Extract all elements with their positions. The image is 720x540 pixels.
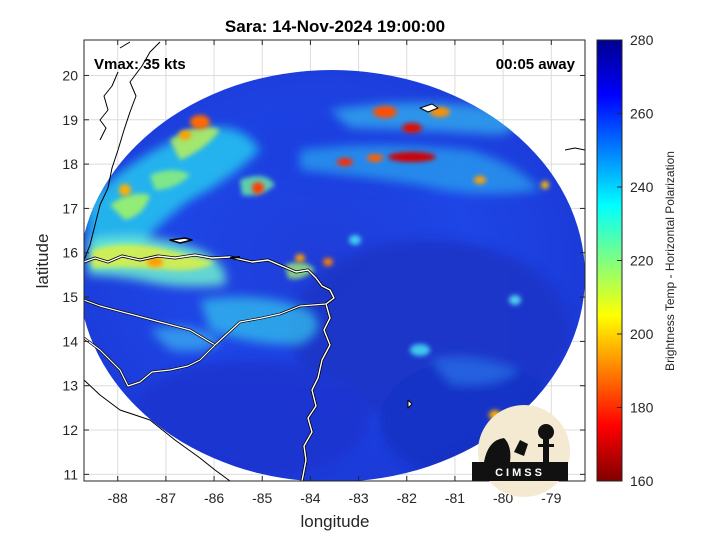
coastlines	[84, 41, 585, 481]
time-offset-label: 00:05 away	[496, 56, 576, 73]
y-tick-label: 16	[62, 245, 78, 261]
colorbar-tick-label: 240	[630, 179, 654, 195]
y-axis-ticks: 11 12 13 14 15 16 17 18 19 20	[62, 67, 585, 482]
x-tick-label: -87	[156, 490, 176, 506]
y-tick-label: 18	[62, 156, 78, 172]
colorbar-ticks: 280 260 240 220 200 180 160	[617, 32, 654, 489]
colorbar-tick-label: 200	[630, 326, 654, 342]
x-axis-ticks: -88 -87 -86 -85 -84 -83 -82 -81 -80 -79	[108, 40, 562, 506]
x-tick-label: -86	[204, 490, 224, 506]
x-tick-label: -88	[108, 490, 128, 506]
x-axis-label: longitude	[300, 512, 369, 531]
colorbar-label: Brightness Temp - Horizontal Polarizatio…	[663, 151, 677, 371]
x-tick-label: -85	[252, 490, 272, 506]
y-axis-label: latitude	[33, 234, 52, 289]
x-tick-label: -83	[348, 490, 368, 506]
chart-title: Sara: 14-Nov-2024 19:00:00	[225, 17, 445, 36]
y-tick-label: 15	[62, 289, 78, 305]
logo-text: CIMSS	[495, 467, 545, 479]
y-tick-label: 14	[62, 333, 78, 349]
x-tick-label: -79	[541, 490, 561, 506]
x-tick-label: -81	[445, 490, 465, 506]
colorbar-tick-label: 260	[630, 106, 654, 122]
brightness-temperature-swath	[84, 70, 585, 481]
colorbar-tick-label: 280	[630, 32, 654, 48]
colorbar-tick-label: 220	[630, 253, 654, 269]
y-tick-label: 19	[62, 112, 78, 128]
colorbar: 280 260 240 220 200 180 160 Brightness Temp - …	[596, 32, 677, 489]
y-tick-label: 11	[63, 466, 78, 482]
plot-area	[83, 39, 586, 482]
cimss-logo: CIMSS	[472, 405, 570, 497]
y-tick-label: 13	[62, 378, 78, 394]
x-tick-label: -84	[300, 490, 320, 506]
colorbar-tick-label: 160	[630, 473, 654, 489]
y-tick-label: 12	[62, 422, 78, 438]
colorbar-tick-label: 180	[630, 400, 654, 416]
y-tick-label: 17	[62, 200, 78, 216]
plot-frame	[83, 39, 586, 482]
vmax-label: Vmax: 35 kts	[94, 56, 186, 73]
y-tick-label: 20	[62, 67, 78, 83]
x-tick-label: -82	[397, 490, 417, 506]
